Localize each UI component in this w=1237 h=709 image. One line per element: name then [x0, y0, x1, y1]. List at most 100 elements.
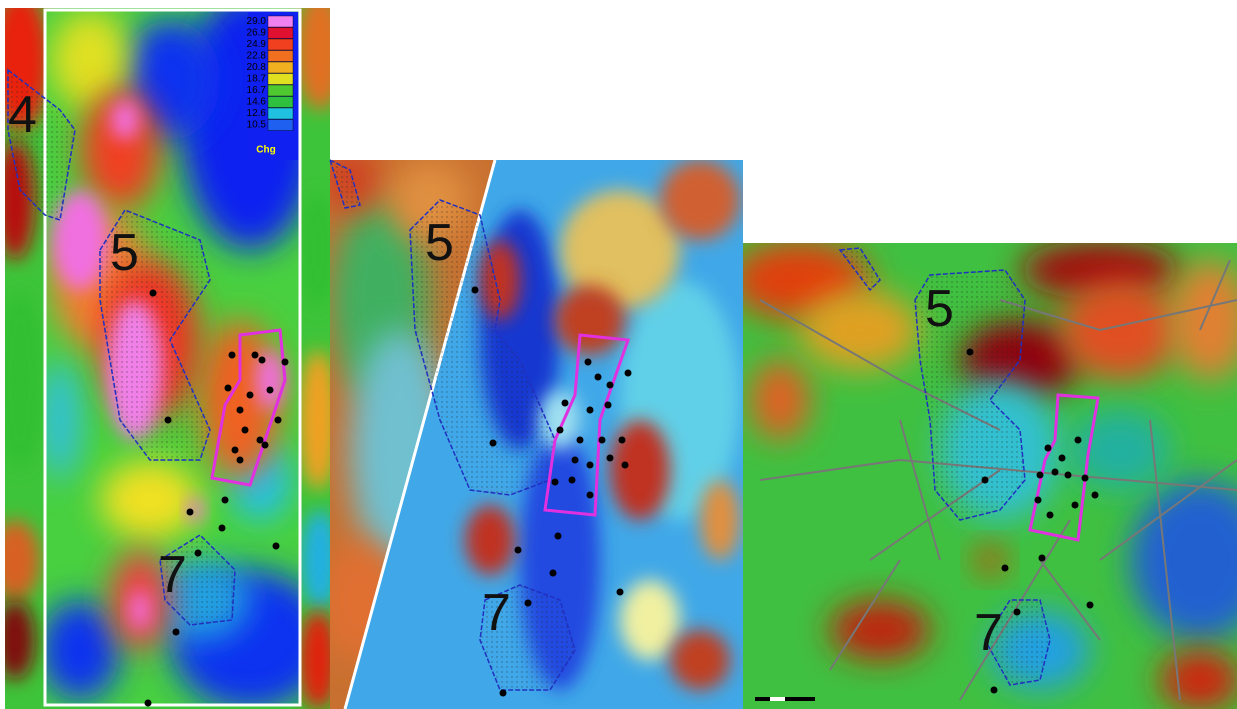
drill-hole: [236, 456, 244, 464]
drill-hole: [990, 686, 998, 694]
drill-hole: [172, 628, 180, 636]
legend-label: 24.9: [247, 39, 267, 50]
zone-label: 5: [110, 224, 139, 282]
drill-hole: [1001, 564, 1009, 572]
drill-hole: [549, 569, 557, 577]
color-blob: [80, 90, 160, 210]
drill-hole: [606, 454, 614, 462]
legend-swatch: [267, 15, 294, 28]
drill-hole: [1036, 471, 1044, 479]
zone-outline: [328, 158, 361, 209]
color-blob: [50, 10, 130, 110]
drill-hole: [624, 369, 632, 377]
drill-hole: [594, 373, 602, 381]
drill-hole: [586, 461, 594, 469]
drill-hole: [551, 478, 559, 486]
drill-hole: [606, 381, 614, 389]
drill-hole: [228, 351, 236, 359]
color-blob: [256, 350, 284, 410]
drill-hole: [251, 351, 259, 359]
legend-swatch: [267, 96, 294, 108]
fault-line: [829, 559, 901, 671]
color-blob: [100, 460, 200, 540]
color-blob: [555, 285, 625, 355]
legend-label: 20.8: [247, 62, 267, 73]
drill-hole: [231, 446, 239, 454]
drill-hole: [586, 406, 594, 414]
drill-hole: [274, 416, 282, 424]
zone-outline: [479, 584, 576, 691]
drill-hole: [149, 289, 157, 297]
zone-label: 4: [8, 86, 37, 144]
legend-swatch: [267, 38, 294, 51]
legend-swatch: [267, 50, 294, 62]
legend-swatch: [267, 73, 294, 85]
drill-hole: [218, 524, 226, 532]
drill-hole: [1091, 491, 1099, 499]
zone-outline: [838, 247, 881, 292]
target-outline: [543, 333, 631, 517]
color-blob: [1060, 280, 1180, 380]
drill-hole: [598, 436, 606, 444]
color-blob: [111, 100, 139, 140]
scale-bar-seg: [770, 697, 785, 701]
drill-hole: [554, 532, 562, 540]
color-blob: [1130, 480, 1237, 640]
legend-swatch: [267, 61, 294, 74]
drill-hole: [604, 401, 612, 409]
fault-line: [1149, 419, 1181, 701]
drill-hole: [471, 286, 479, 294]
color-blob: [560, 190, 680, 310]
drill-hole: [258, 356, 266, 364]
zone-label: 7: [158, 546, 187, 604]
drill-hole: [164, 416, 172, 424]
legend-label: 22.8: [247, 51, 267, 62]
drill-hole: [261, 441, 269, 449]
color-blob: [800, 290, 920, 370]
drill-hole: [144, 699, 152, 707]
drill-hole: [241, 426, 249, 434]
color-blob: [298, 350, 330, 490]
drill-hole: [561, 399, 569, 407]
zone-outline: [984, 599, 1051, 686]
drill-hole: [514, 546, 522, 554]
legend-label: 14.6: [247, 97, 267, 108]
legend-label: 18.7: [247, 74, 267, 85]
drill-hole: [281, 358, 289, 366]
drill-hole: [1013, 608, 1021, 616]
zone-outline: [914, 269, 1026, 521]
fault-line: [759, 458, 1237, 491]
zone-outline: [159, 534, 236, 626]
color-blob: [295, 8, 330, 110]
color-blob: [130, 590, 150, 630]
drill-hole: [489, 439, 497, 447]
color-blob: [45, 360, 80, 480]
target-outline: [210, 328, 287, 487]
color-blob: [465, 505, 515, 575]
drill-hole: [524, 599, 532, 607]
drill-hole: [616, 588, 624, 596]
fault-line: [1199, 259, 1231, 331]
color-blob: [5, 520, 40, 600]
color-blob: [52, 190, 108, 290]
drill-hole: [1086, 601, 1094, 609]
inner-frame: [43, 8, 302, 707]
drill-hole: [1038, 554, 1046, 562]
color-blob: [660, 160, 740, 240]
drill-hole: [576, 436, 584, 444]
color-blob: [300, 510, 330, 610]
color-blob: [700, 480, 740, 560]
legend-swatch: [267, 107, 294, 120]
color-blob: [45, 600, 120, 700]
legend-swatch: [267, 84, 294, 97]
drill-hole: [586, 491, 594, 499]
fault-line: [1099, 459, 1237, 561]
zone-outline: [7, 68, 76, 221]
color-blob: [298, 610, 330, 709]
zone-label: 5: [925, 280, 954, 338]
color-blob: [5, 290, 45, 470]
drill-hole: [266, 386, 274, 394]
drill-hole: [221, 496, 229, 504]
target-outline: [1028, 393, 1100, 542]
